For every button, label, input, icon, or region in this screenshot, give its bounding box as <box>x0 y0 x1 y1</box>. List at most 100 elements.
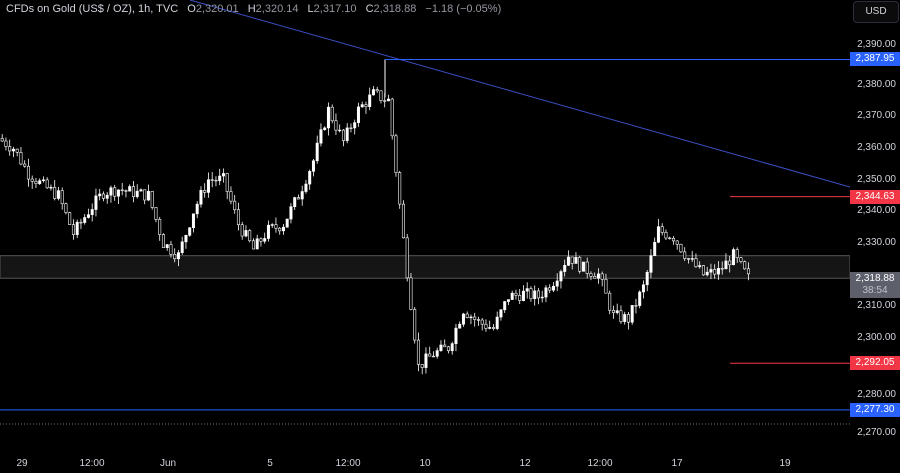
candle-up <box>165 244 169 248</box>
candle-down <box>274 224 278 229</box>
candle-down <box>604 278 608 294</box>
candle-up <box>304 183 308 192</box>
symbol-legend: CFDs on Gold (US$ / OZ), 1h, TVC O2,320.… <box>6 3 501 15</box>
symbol-title: CFDs on Gold (US$ / OZ), 1h, TVC <box>6 3 179 15</box>
candle-up <box>495 316 499 329</box>
candle-up <box>499 309 503 318</box>
candle-down <box>398 172 402 205</box>
candle-up <box>716 268 720 275</box>
candle-up <box>705 271 709 276</box>
time-label: 12:00 <box>335 458 361 469</box>
candle-down <box>210 179 214 181</box>
candle-up <box>293 197 297 208</box>
candle-up <box>191 213 195 229</box>
candle-down <box>600 273 604 280</box>
candle-up <box>289 206 293 220</box>
candle-down <box>19 152 23 165</box>
candle-up <box>180 241 184 253</box>
candle-down <box>484 323 488 329</box>
price-tick: 2,280.00 <box>857 389 896 401</box>
candle-up <box>641 284 645 293</box>
candle-down <box>611 309 615 313</box>
candle-down <box>405 237 409 279</box>
candle-up <box>690 258 694 260</box>
candle-up <box>345 127 349 141</box>
candle-down <box>214 179 218 182</box>
candle-down <box>161 234 165 248</box>
candle-down <box>480 319 484 325</box>
price-chart[interactable] <box>0 0 850 445</box>
candle-up <box>90 209 94 215</box>
open-label: O <box>187 3 196 15</box>
candle-down <box>664 232 668 239</box>
candle-down <box>713 269 717 275</box>
candle-up <box>649 255 653 273</box>
candle-up <box>435 350 439 357</box>
candle-down <box>619 310 623 322</box>
candle-down <box>150 191 154 208</box>
candle-down <box>671 238 675 242</box>
currency-button[interactable]: USD <box>853 1 899 23</box>
candle-up <box>218 175 222 182</box>
candle-up <box>551 285 555 291</box>
candle-up <box>360 104 364 108</box>
candle-down <box>375 89 379 92</box>
candle-down <box>529 288 533 300</box>
candle-down <box>570 256 574 264</box>
price-tick: 2,350.00 <box>857 173 896 185</box>
candle-down <box>236 209 240 226</box>
candle-down <box>431 355 435 358</box>
candle-up <box>450 343 454 352</box>
candle-up <box>244 230 248 237</box>
price-tick: 2,340.00 <box>857 205 896 217</box>
candle-up <box>653 241 657 256</box>
candle-up <box>521 290 525 301</box>
candle-up <box>11 148 15 152</box>
candle-down <box>68 212 72 225</box>
time-axis[interactable]: 29 12:00 Jun 5 12:00 10 12 12:00 17 19 <box>0 445 850 473</box>
candle-up <box>724 260 728 270</box>
candle-down <box>634 305 638 307</box>
candle-down <box>465 313 469 318</box>
candle-up <box>83 217 87 223</box>
change-value: −1.18 (−0.05%) <box>425 3 502 15</box>
candle-up <box>266 224 270 239</box>
candle-down <box>203 190 207 193</box>
candle-down <box>443 344 447 348</box>
candle-down <box>390 98 394 137</box>
trendline[interactable] <box>189 0 850 188</box>
candle-down <box>401 203 405 239</box>
candle-down <box>173 254 177 260</box>
candle-up <box>139 189 143 192</box>
candle-up <box>461 313 465 325</box>
candle-down <box>679 243 683 253</box>
candle-up <box>135 190 139 198</box>
candle-down <box>334 120 338 131</box>
candle-down <box>30 178 34 182</box>
price-tick: 2,360.00 <box>857 142 896 153</box>
price-tick: 2,370.00 <box>857 110 896 122</box>
candle-down <box>45 179 49 189</box>
candle-down <box>608 292 612 311</box>
candle-down <box>683 251 687 259</box>
candle-up <box>315 142 319 162</box>
candle-down <box>548 287 552 291</box>
price-tick: 2,310.00 <box>857 300 896 312</box>
candles <box>0 59 750 375</box>
candle-down <box>660 226 664 233</box>
price-axis[interactable]: 2,390.00 2,380.00 2,370.00 2,360.00 2,350.00… <box>850 0 900 445</box>
candle-down <box>60 190 64 205</box>
candle-down <box>158 219 162 235</box>
candle-down <box>79 221 83 224</box>
candle-up <box>525 288 529 292</box>
candle-down <box>251 240 255 250</box>
candle-up <box>454 327 458 344</box>
candle-up <box>86 214 90 218</box>
candle-up <box>128 186 132 192</box>
candle-down <box>143 189 147 201</box>
candle-up <box>338 129 342 132</box>
candle-down <box>113 187 117 197</box>
candle-down <box>589 273 593 277</box>
candle-up <box>326 106 330 129</box>
candle-up <box>439 344 443 351</box>
